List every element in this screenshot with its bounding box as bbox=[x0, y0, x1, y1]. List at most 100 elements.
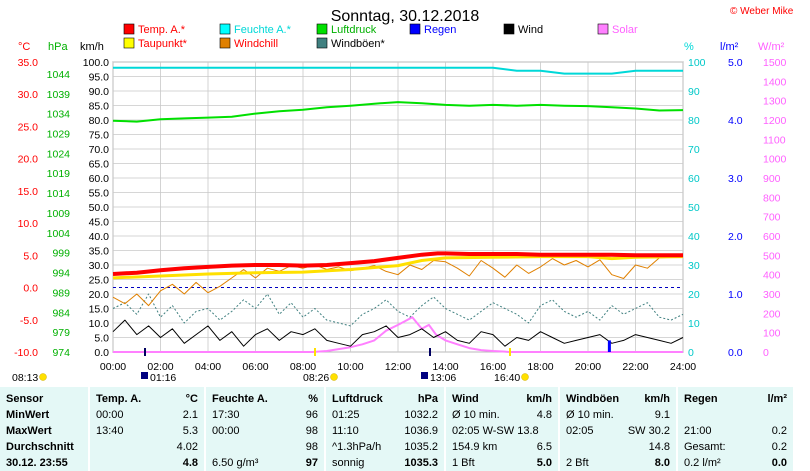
rain-bar bbox=[607, 340, 611, 352]
legend-item-label: Windchill bbox=[234, 38, 278, 50]
stats-cell-label: 30.12. 23:55 bbox=[6, 457, 68, 469]
stats-cell-label: 0.2 l/m² bbox=[684, 457, 721, 469]
legend-swatch bbox=[316, 37, 328, 49]
solar-axis-tick: 400 bbox=[763, 270, 781, 282]
solar-axis-tick: 0 bbox=[763, 347, 769, 359]
legend-swatch bbox=[597, 23, 609, 35]
stats-column-title: Feuchte A. bbox=[212, 393, 268, 405]
pressure-axis-tick: 984 bbox=[52, 307, 70, 319]
stats-cell-value: 6.5 bbox=[536, 441, 552, 453]
humidity-axis-tick: 80 bbox=[688, 115, 700, 127]
humidity-axis-tick: 90 bbox=[688, 86, 700, 98]
stats-cell-value: 1035.2 bbox=[404, 441, 438, 453]
x-axis-tick: 10:00 bbox=[337, 361, 363, 373]
stats-cell-value: 98 bbox=[305, 441, 318, 453]
wind-axis-tick: 85.0 bbox=[89, 101, 110, 113]
solar-axis-tick: 200 bbox=[763, 308, 781, 320]
chart-title: Sonntag, 30.12.2018 bbox=[331, 8, 480, 25]
x-axis-tick: 04:00 bbox=[195, 361, 221, 373]
stats-cell-label: 2 Bft bbox=[566, 457, 589, 469]
pressure-axis-tick: 1039 bbox=[47, 89, 71, 101]
stats-cell-value: 8.0 bbox=[654, 457, 670, 469]
stats-cell-label: MaxWert bbox=[6, 425, 52, 437]
legend-item-label: Feuchte A.* bbox=[234, 24, 292, 36]
pressure-axis-tick: 994 bbox=[52, 268, 70, 280]
x-axis-tick: 02:00 bbox=[147, 361, 173, 373]
stats-cell-label: 17:30 bbox=[212, 409, 240, 421]
x-axis-tick: 16:00 bbox=[480, 361, 506, 373]
weather-chart: Sonntag, 30.12.2018 © Weber Mike Temp. A… bbox=[12, 6, 794, 384]
humidity-axis-tick: 50 bbox=[688, 202, 700, 214]
legend-item-label: Solar bbox=[612, 24, 638, 36]
pressure-axis-tick: 1019 bbox=[47, 168, 71, 180]
pressure-axis-tick: 1029 bbox=[47, 129, 71, 141]
pressure-axis-tick: 1014 bbox=[47, 188, 71, 200]
stats-column-title: Wind bbox=[452, 393, 479, 405]
stats-column-title: Luftdruck bbox=[332, 393, 383, 405]
sun-icon bbox=[521, 373, 529, 381]
stats-column-title: Windböen bbox=[566, 393, 620, 405]
solar-axis-tick: 600 bbox=[763, 231, 781, 243]
rain-axis-tick: 0.0 bbox=[728, 347, 743, 359]
wind-axis-tick: 60.0 bbox=[89, 173, 110, 185]
x-axis-tick: 18:00 bbox=[527, 361, 553, 373]
stats-column-title: Sensor bbox=[6, 393, 44, 405]
legend-item-label: Regen bbox=[424, 24, 456, 36]
stats-column-unit: km/h bbox=[644, 393, 670, 405]
temp-axis-tick: 15.0 bbox=[18, 186, 39, 198]
rain-axis-tick: 5.0 bbox=[728, 57, 743, 69]
stats-cell-label: 6.50 g/m³ bbox=[212, 457, 259, 469]
series-layer bbox=[112, 66, 684, 353]
wind-unit-label: km/h bbox=[80, 41, 104, 53]
wind-axis-tick: 25.0 bbox=[89, 275, 110, 287]
wind-axis-tick: 20.0 bbox=[89, 289, 110, 301]
stats-cell-label: Durchschnitt bbox=[6, 441, 74, 453]
moon-icon bbox=[141, 372, 148, 379]
stats-cell-label: Ø 10 min. bbox=[452, 409, 500, 421]
series-line-temp-a bbox=[112, 251, 683, 276]
stats-cell-value: 4.8 bbox=[536, 409, 552, 421]
stats-cell-label: 1 Bft bbox=[452, 457, 475, 469]
stats-cell-value: 1032.2 bbox=[404, 409, 438, 421]
wind-axis-tick: 35.0 bbox=[89, 246, 110, 258]
solar-axis-tick: 1300 bbox=[763, 96, 787, 108]
legend: Temp. A.* Feuchte A.* Luftdruck Regen Wind So… bbox=[123, 23, 638, 50]
x-axis-tick: 00:00 bbox=[100, 361, 126, 373]
legend-swatch bbox=[219, 37, 231, 49]
pressure-axis-tick: 974 bbox=[52, 347, 70, 359]
temp-axis-tick: -10.0 bbox=[14, 347, 38, 359]
solar-axis-tick: 300 bbox=[763, 289, 781, 301]
series-line-luftdruck bbox=[112, 101, 684, 123]
legend-swatch bbox=[123, 23, 135, 35]
rain-unit-label: l/m² bbox=[720, 41, 739, 53]
wind-axis-tick: 15.0 bbox=[89, 304, 110, 316]
stats-cell-label: 02:05 W-SW 13.8 bbox=[452, 425, 539, 437]
stats-cell-value: 5.3 bbox=[182, 425, 198, 437]
solar-axis-tick: 100 bbox=[763, 328, 781, 340]
series-line-windchill bbox=[112, 256, 672, 307]
solar-axis-tick: 1000 bbox=[763, 154, 787, 166]
stats-cell-label: sonnig bbox=[332, 457, 365, 469]
pressure-axis-tick: 1004 bbox=[47, 228, 71, 240]
statistics-table: Sensor MinWert MaxWert Durchschnitt 30.12. 2… bbox=[0, 387, 810, 471]
x-axis-tick: 22:00 bbox=[622, 361, 648, 373]
stats-cell-label: 13:40 bbox=[96, 425, 124, 437]
temp-axis-tick: 35.0 bbox=[18, 57, 39, 69]
wind-axis-tick: 65.0 bbox=[89, 159, 110, 171]
moon-marker-label: 01:16 bbox=[150, 372, 176, 384]
stats-cell-value: 5.0 bbox=[536, 457, 552, 469]
moon-marker-label: 13:06 bbox=[430, 372, 456, 384]
temp-axis-tick: 10.0 bbox=[18, 218, 39, 230]
stats-cell-value: SW 30.2 bbox=[627, 425, 670, 437]
stats-cell-value: 1035.3 bbox=[404, 457, 438, 469]
stats-cell-label: MinWert bbox=[6, 409, 50, 421]
stats-cell-value: 1036.9 bbox=[404, 425, 438, 437]
pressure-unit-label: hPa bbox=[48, 41, 68, 53]
x-axis-tick: 24:00 bbox=[670, 361, 696, 373]
legend-item-label: Temp. A.* bbox=[138, 24, 186, 36]
humidity-axis-tick: 100 bbox=[688, 57, 706, 69]
rain-axis-tick: 1.0 bbox=[728, 289, 743, 301]
legend-swatch bbox=[316, 23, 328, 35]
x-axis-tick: 14:00 bbox=[432, 361, 458, 373]
stats-cell-label: 11:10 bbox=[332, 425, 359, 437]
